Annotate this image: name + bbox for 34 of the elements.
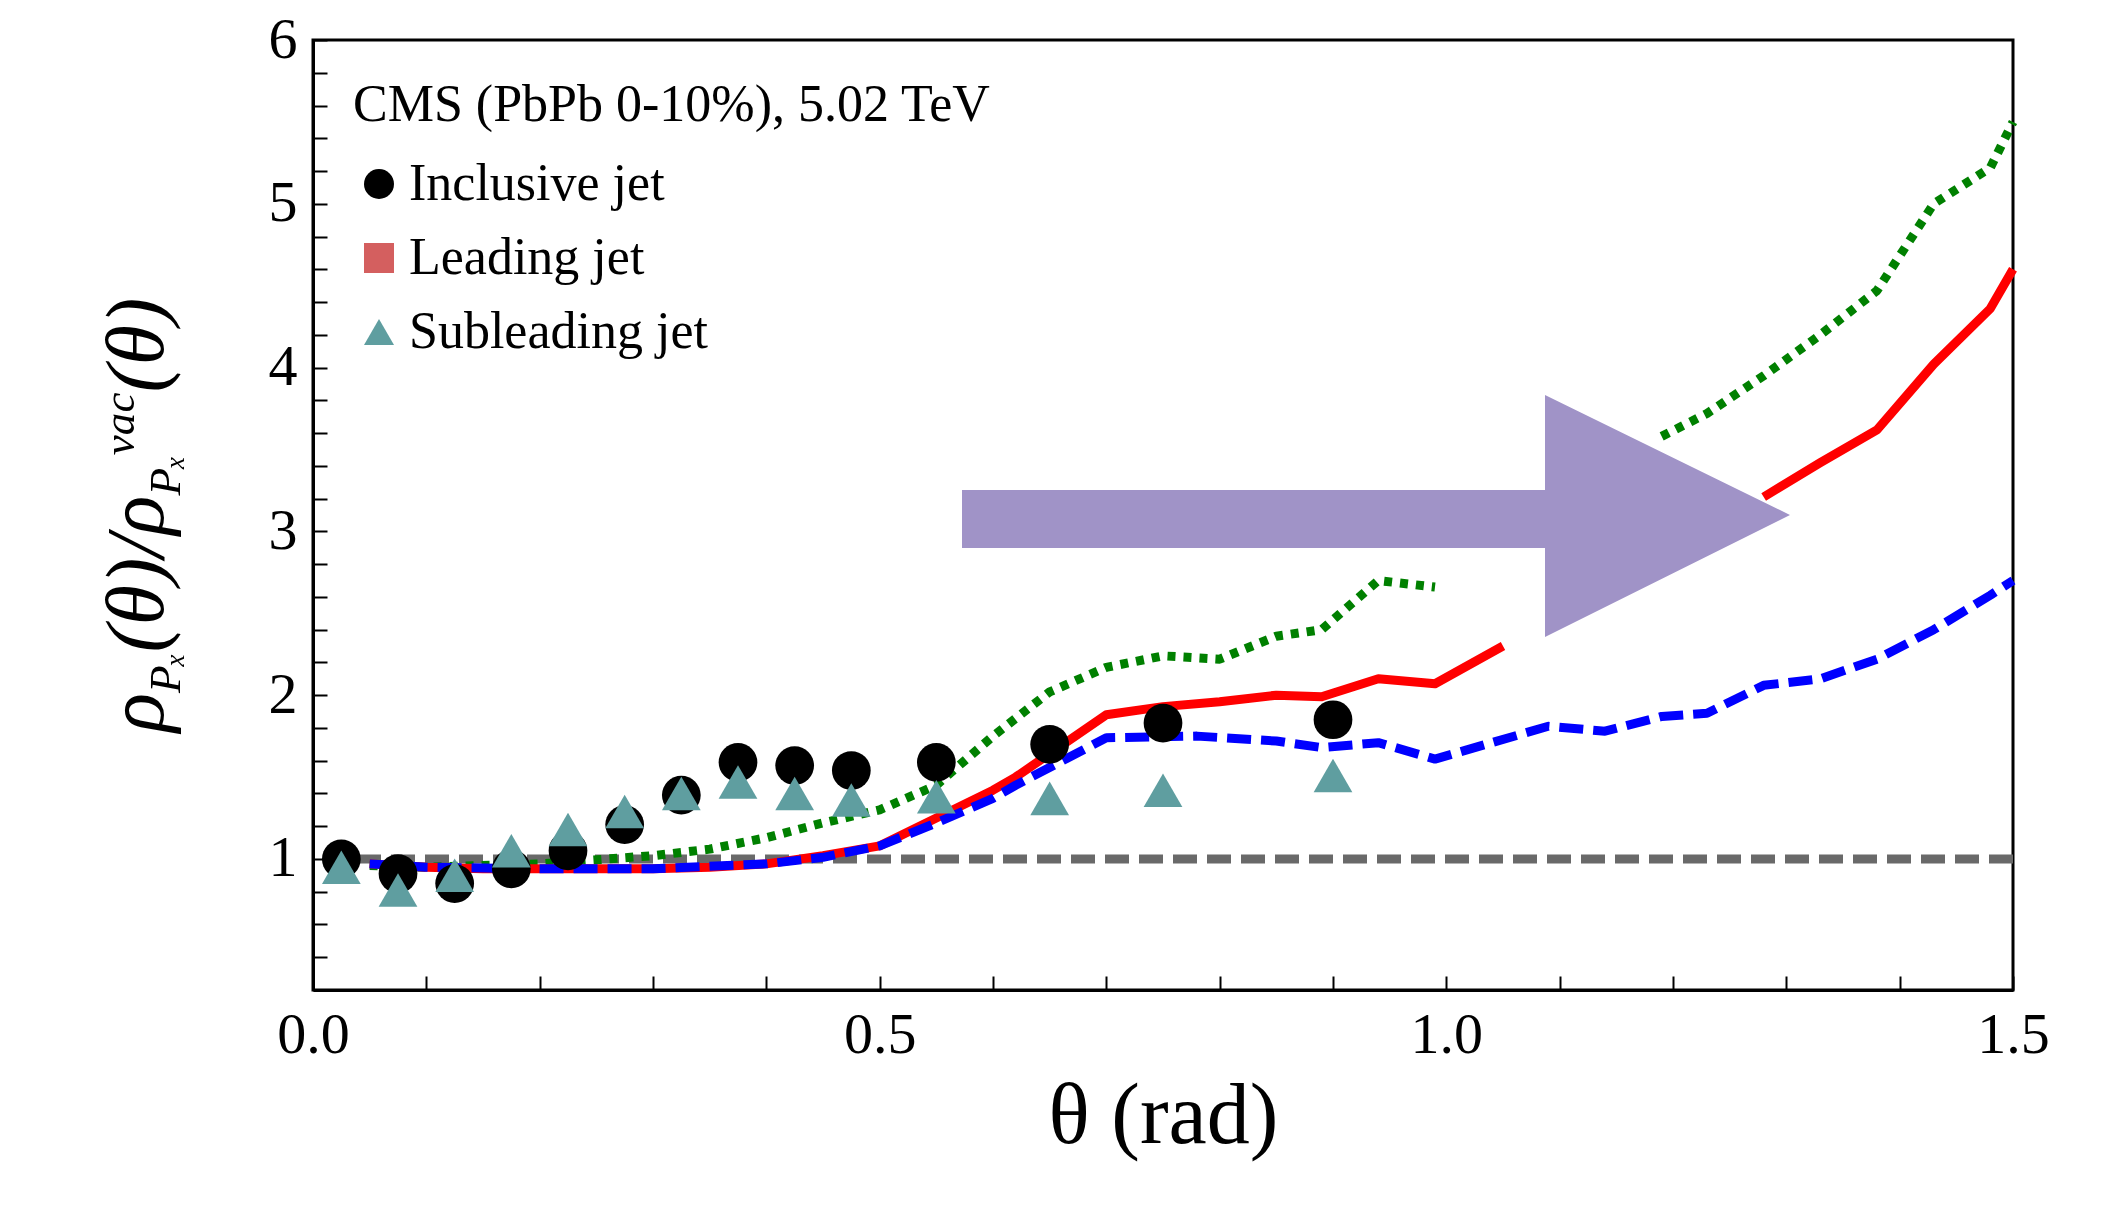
point [1143, 703, 1183, 743]
y-tick-label: 1 [268, 824, 298, 890]
point [491, 834, 531, 868]
point [718, 765, 758, 799]
point [831, 783, 871, 817]
x-tick-label: 1.0 [1410, 1000, 1484, 1066]
point [831, 751, 871, 790]
y-tick-label: 3 [268, 496, 298, 562]
point [378, 873, 418, 907]
point [1313, 758, 1353, 793]
point [775, 776, 815, 811]
legend-label: Subleading jet [409, 302, 709, 359]
point [435, 858, 475, 893]
point [916, 743, 956, 782]
legend-label: Inclusive jet [409, 154, 666, 211]
y-tick-label: 5 [268, 169, 298, 235]
point [321, 850, 361, 884]
legend-title: CMS (PbPb 0-10%), 5.02 TeV [353, 75, 990, 133]
y-tick-label: 4 [268, 333, 298, 399]
x-tick-label: 0.5 [843, 1000, 917, 1066]
point [1030, 781, 1070, 816]
point [548, 812, 588, 847]
y-tick-label: 6 [268, 5, 298, 71]
y-tick-label: 2 [268, 660, 298, 726]
point [775, 746, 815, 785]
point [1143, 773, 1183, 807]
point [605, 794, 645, 829]
point [916, 779, 956, 814]
point [1313, 700, 1353, 740]
x-tick-label: 1.5 [1977, 1000, 2050, 1066]
point [1030, 724, 1070, 764]
x-tick-label: 0.0 [277, 1000, 350, 1066]
legend-label: Leading jet [409, 228, 645, 285]
x-axis-title: θ (rad) [1048, 1065, 1279, 1162]
